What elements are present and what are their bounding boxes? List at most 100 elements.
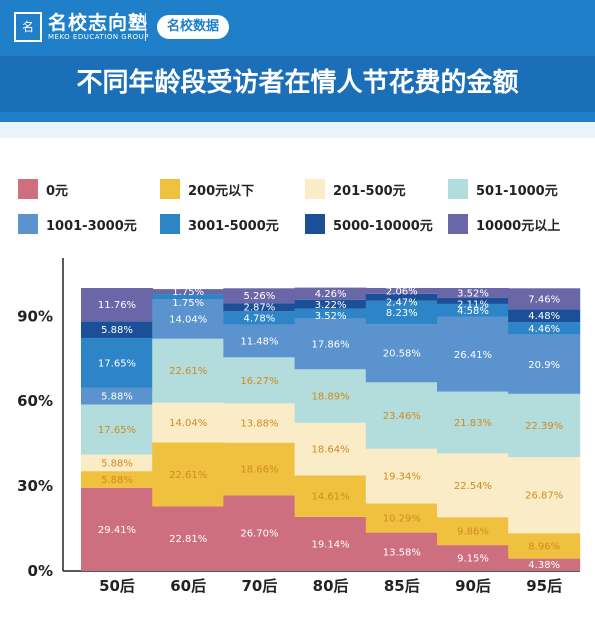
bar-segment: [81, 387, 153, 405]
bar-segment: [437, 545, 509, 571]
legend-swatch: [448, 179, 468, 199]
brand-name: 名校志向塾: [48, 11, 149, 34]
bar-segment: [294, 422, 367, 476]
bar-segment: [508, 309, 581, 323]
x-tick-label: 70后: [241, 577, 277, 595]
bar-segment: [223, 303, 296, 312]
bar-segment: [508, 288, 581, 310]
bar-segment: [81, 471, 153, 488]
data-label: 10.29%: [383, 514, 421, 525]
bar-segment: [508, 533, 581, 559]
legend-label: 200元以下: [188, 183, 255, 199]
legend-label: 201-500元: [333, 183, 406, 199]
bar-segment: [294, 299, 367, 309]
x-tick-label: 60后: [170, 577, 206, 595]
legend-item-3: 501-1000元: [448, 179, 558, 199]
bar-segment: [294, 475, 367, 517]
bar-segment: [508, 322, 581, 335]
title-band: [0, 56, 595, 112]
data-label: 9.86%: [457, 527, 489, 538]
bar-segment: [152, 289, 225, 295]
data-label: 17.65%: [98, 425, 136, 436]
legend-item-2: 201-500元: [305, 179, 406, 199]
header-banner: 名 名校志向塾 MEKO EDUCATION GROUP 名校数据 不同年龄段受…: [0, 0, 595, 122]
bar-segment: [294, 318, 367, 370]
bar-segment: [152, 506, 225, 571]
data-label: 22.61%: [169, 366, 207, 377]
data-label: 3.52%: [315, 311, 347, 322]
data-label: 2.11%: [457, 299, 489, 310]
data-label: 20.58%: [383, 349, 421, 360]
data-label: 19.34%: [383, 472, 421, 483]
legend-item-5: 3001-5000元: [160, 214, 279, 234]
y-tick-label: 90%: [17, 307, 53, 325]
bar-segment: [365, 300, 438, 325]
data-label: 19.14%: [312, 539, 350, 550]
bar-segment: [365, 503, 438, 533]
bar-segment: [365, 287, 438, 294]
data-label: 17.65%: [98, 358, 136, 369]
data-label: 5.88%: [101, 392, 133, 403]
legend-swatch: [18, 179, 38, 199]
bar-segment: [365, 448, 438, 504]
category-tag: 名校数据: [157, 15, 230, 39]
data-label: 16.27%: [240, 376, 278, 387]
legend-label: 501-1000元: [476, 183, 558, 199]
brand-text: 名校志向塾 MEKO EDUCATION GROUP: [48, 13, 149, 42]
x-tick-label: 80后: [313, 577, 349, 595]
legend-swatch: [160, 179, 180, 199]
data-label: 11.76%: [98, 300, 136, 311]
bar-segment: [437, 453, 509, 518]
data-label: 22.39%: [525, 421, 563, 432]
data-label: 7.46%: [528, 294, 560, 305]
bar-segment: [81, 321, 153, 338]
bar-segment: [508, 393, 581, 458]
data-label: 4.38%: [528, 560, 560, 571]
data-label: 11.48%: [240, 337, 278, 348]
data-label: 8.96%: [528, 541, 560, 552]
bar-segment: [223, 403, 296, 443]
data-label: 17.86%: [312, 340, 350, 351]
data-label: 26.87%: [525, 491, 563, 502]
data-label: 4.46%: [528, 324, 560, 335]
data-label: 22.61%: [169, 470, 207, 481]
bar-segment: [81, 454, 153, 472]
data-label: 29.41%: [98, 525, 136, 536]
logo-mark-icon: 名: [14, 12, 42, 42]
bar-segment: [437, 316, 509, 392]
bar-segment: [365, 532, 438, 571]
bar-segment: [437, 391, 509, 454]
data-label: 4.78%: [244, 314, 276, 325]
data-label: 14.61%: [312, 492, 350, 503]
bar-segment: [223, 288, 296, 304]
bar-segment: [152, 402, 225, 443]
bar-segment: [365, 324, 438, 383]
bar-segment: [81, 404, 153, 455]
bar-segment: [152, 294, 225, 300]
data-label: 9.15%: [457, 554, 489, 565]
bar-segment: [437, 517, 509, 546]
legend-label: 5000-10000元: [333, 218, 433, 234]
bar-segment: [152, 299, 225, 339]
bar-segment: [152, 442, 225, 507]
data-label: 18.64%: [312, 445, 350, 456]
data-label: 1.75%: [172, 287, 204, 298]
bar-segment: [437, 303, 509, 317]
bar-segment: [152, 338, 225, 403]
data-label: 2.87%: [244, 303, 276, 314]
data-label: 18.89%: [312, 392, 350, 403]
legend-swatch: [160, 214, 180, 234]
data-label: 14.04%: [169, 314, 207, 325]
data-label: 4.48%: [528, 311, 560, 322]
bar-segment: [81, 288, 153, 322]
data-label: 3.52%: [457, 288, 489, 299]
y-tick-label: 30%: [17, 477, 53, 495]
data-label: 26.70%: [240, 529, 278, 540]
data-label: 26.41%: [454, 350, 492, 361]
legend-swatch: [305, 214, 325, 234]
data-label: 8.23%: [386, 308, 418, 319]
bar-segment: [294, 516, 367, 571]
data-label: 13.88%: [240, 418, 278, 429]
bar-segment: [223, 495, 296, 571]
